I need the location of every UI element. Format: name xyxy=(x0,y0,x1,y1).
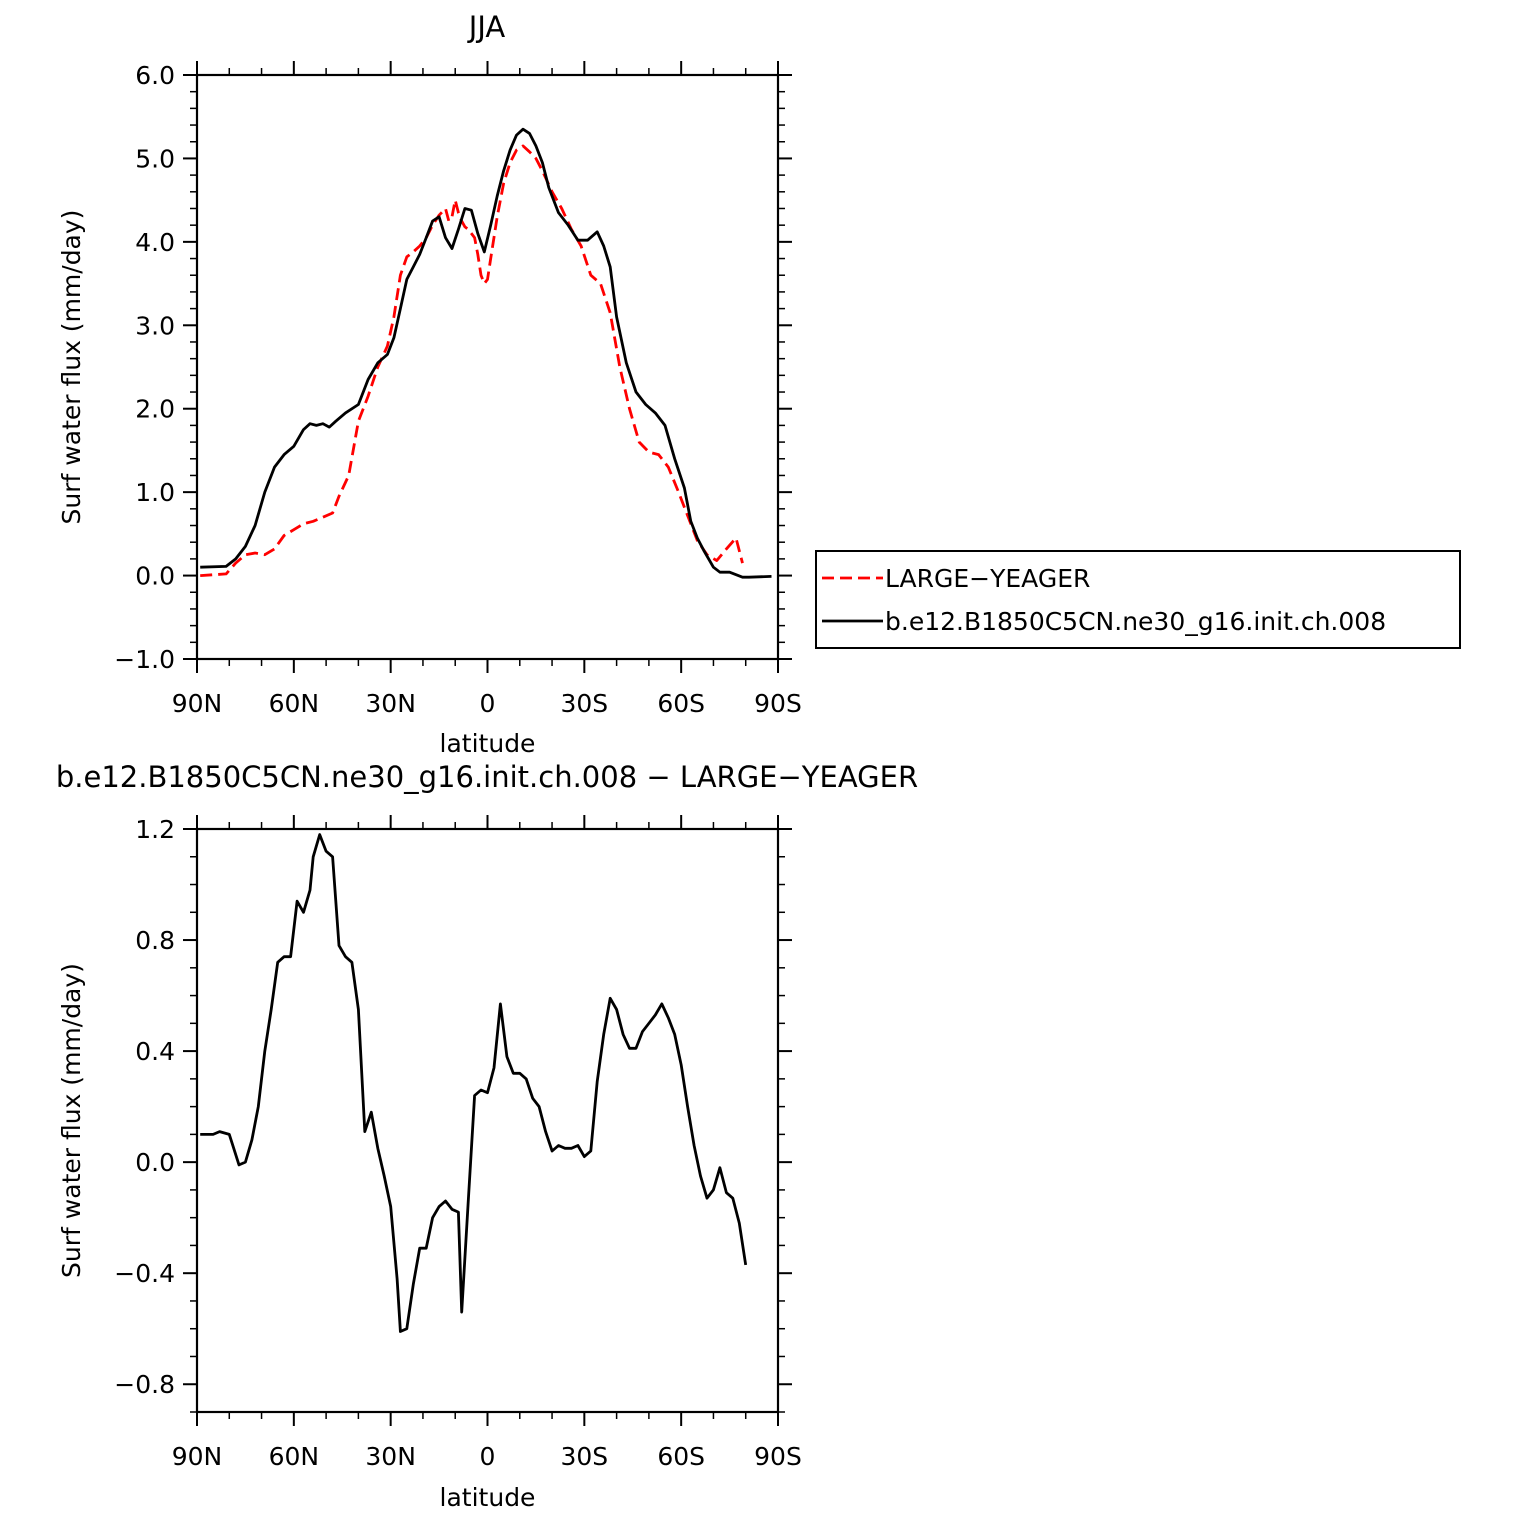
y-tick-label: 0.8 xyxy=(135,926,175,955)
series-line-1 xyxy=(200,833,748,1333)
y-tick-label: 1.2 xyxy=(135,815,175,844)
legend: LARGE−YEAGER b.e12.B1850C5CN.ne30_g16.ini… xyxy=(815,550,1461,649)
y-tick-label: 3.0 xyxy=(135,311,175,340)
x-tick-label: 30S xyxy=(560,1442,608,1471)
x-axis-label: latitude xyxy=(440,1483,536,1512)
y-axis-label: Surf water flux (mm/day) xyxy=(57,210,86,525)
x-tick-label: 60S xyxy=(657,689,705,718)
x-tick-label: 30N xyxy=(365,689,416,718)
y-tick-label: 0.0 xyxy=(135,1148,175,1177)
y-tick-label: 0.4 xyxy=(135,1037,175,1066)
x-tick-label: 90S xyxy=(754,1442,802,1471)
series-line-2 xyxy=(200,127,772,579)
x-tick-label: 60N xyxy=(269,689,320,718)
y-tick-label: 4.0 xyxy=(135,228,175,257)
x-tick-label: 60N xyxy=(269,1442,320,1471)
x-tick-label: 0 xyxy=(480,689,496,718)
y-tick-label: 6.0 xyxy=(135,61,175,90)
legend-box xyxy=(815,550,1461,649)
y-tick-label: 5.0 xyxy=(135,144,175,173)
x-tick-label: 30S xyxy=(560,689,608,718)
x-tick-label: 0 xyxy=(480,1442,496,1471)
plot-frame xyxy=(195,73,780,661)
chart-title: JJA xyxy=(467,10,506,44)
y-tick-label: −0.8 xyxy=(114,1370,175,1399)
x-tick-label: 60S xyxy=(657,1442,705,1471)
x-tick-label: 30N xyxy=(365,1442,416,1471)
legend-label-2: b.e12.B1850C5CN.ne30_g16.init.ch.008 xyxy=(885,607,1386,636)
series-line-1 xyxy=(200,144,744,577)
y-tick-label: −0.4 xyxy=(114,1259,175,1288)
y-tick-label: 1.0 xyxy=(135,478,175,507)
legend-label-1: LARGE−YEAGER xyxy=(885,564,1090,593)
y-tick-label: −1.0 xyxy=(114,645,175,674)
x-tick-label: 90N xyxy=(172,1442,223,1471)
chart-title: b.e12.B1850C5CN.ne30_g16.init.ch.008 − L… xyxy=(56,760,918,794)
x-axis-label: latitude xyxy=(440,729,536,758)
y-axis-label: Surf water flux (mm/day) xyxy=(57,963,86,1278)
x-tick-label: 90N xyxy=(172,689,223,718)
chart-panel-2: b.e12.B1850C5CN.ne30_g16.init.ch.008 − L… xyxy=(56,760,918,1512)
y-tick-label: 0.0 xyxy=(135,562,175,591)
x-tick-label: 90S xyxy=(754,689,802,718)
chart-panel-1: JJA −1.0 0.0 1.0 2.0 3.0 4.0 5.0 6.0 90N 60N 30N 0 30… xyxy=(57,10,1461,758)
y-tick-label: 2.0 xyxy=(135,395,175,424)
